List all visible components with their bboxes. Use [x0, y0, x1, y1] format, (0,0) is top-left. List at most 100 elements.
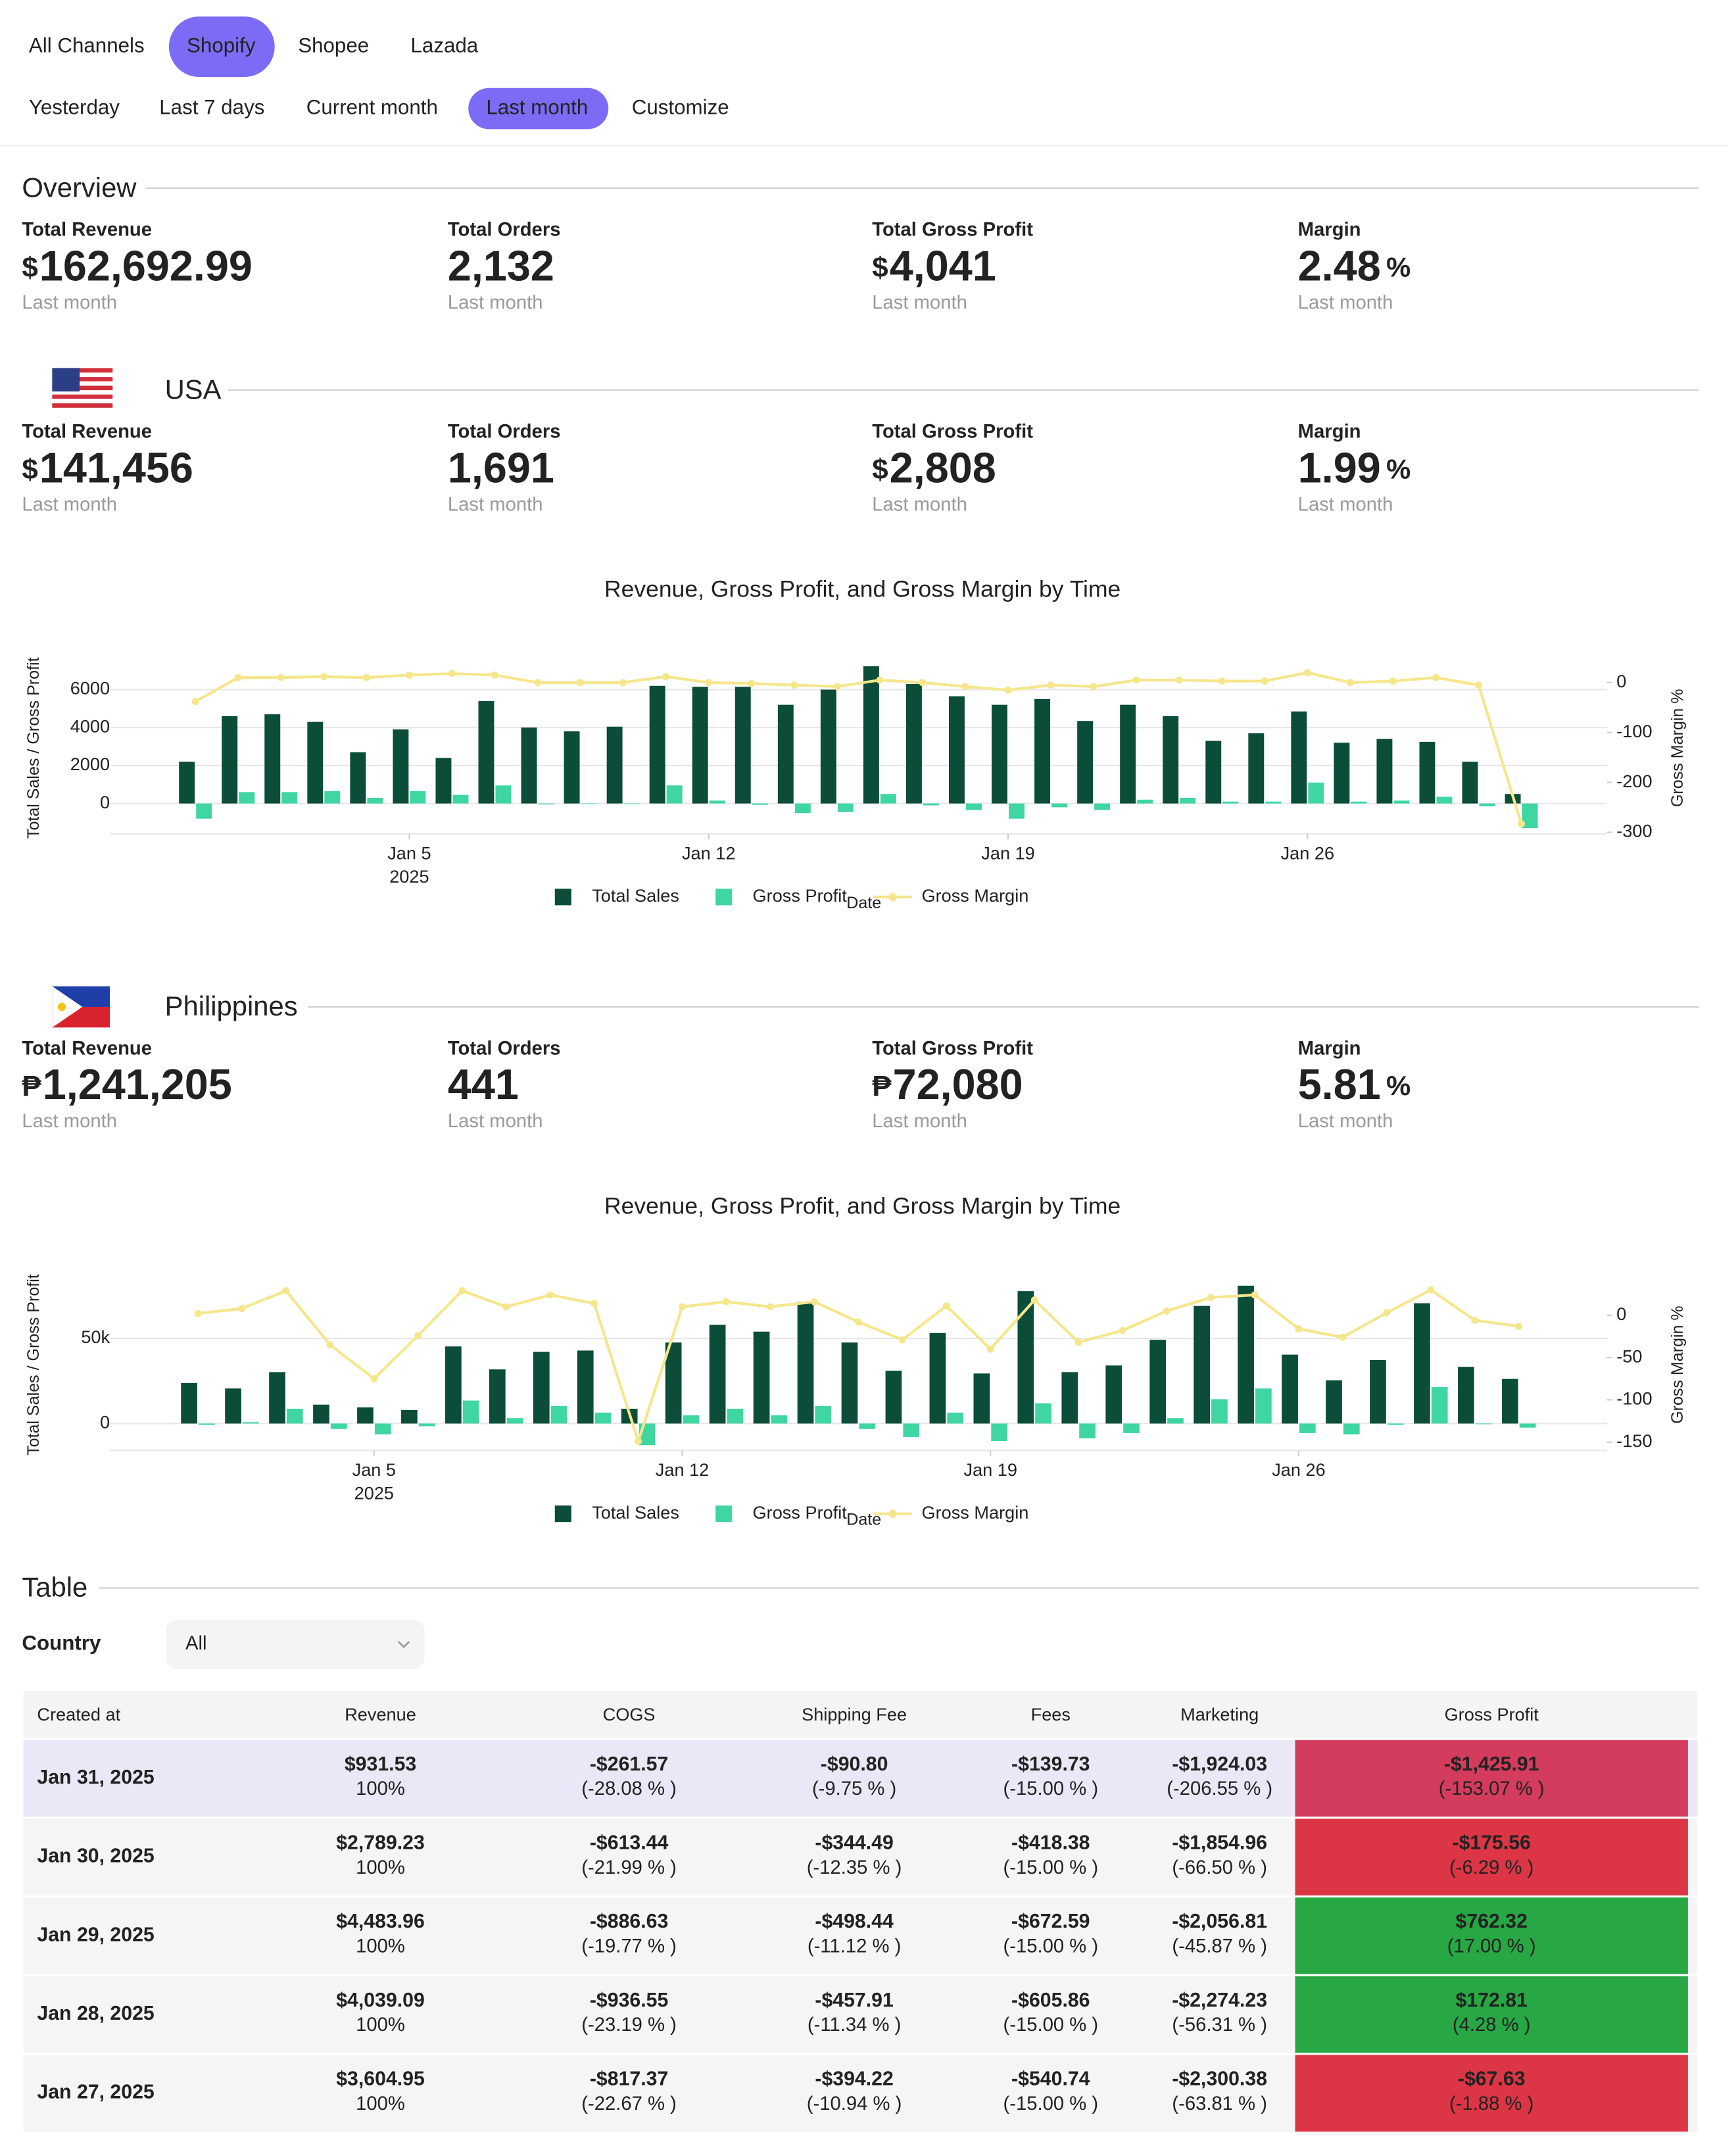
bar — [815, 1405, 832, 1424]
bar — [885, 1371, 902, 1424]
cell-percent: 100% — [356, 2014, 405, 2036]
column-header: Fees — [1031, 1704, 1071, 1724]
bar — [1017, 1291, 1034, 1424]
cell-value: -$344.49 — [815, 1832, 893, 1854]
bar — [837, 803, 854, 812]
cell-percent: (4.28 % ) — [1453, 2014, 1531, 2036]
line-point — [414, 1332, 422, 1340]
cell-value: -$2,274.23 — [1172, 1989, 1267, 2011]
stat-number: 4,041 — [890, 241, 996, 289]
cell-percent: (-21.99 % ) — [581, 1857, 677, 1878]
bar — [239, 792, 255, 804]
stat-label: Margin — [1298, 220, 1361, 241]
cell-value: -$90.80 — [821, 1753, 888, 1775]
cell-percent: (-15.00 % ) — [1003, 1778, 1098, 1799]
section-title: USA — [165, 374, 222, 404]
legend-label: Gross Profit — [753, 885, 848, 906]
stat-number: 1,691 — [448, 444, 554, 492]
line-point — [1132, 676, 1140, 684]
legend-swatch — [554, 889, 571, 906]
stat-label: Margin — [1298, 422, 1361, 443]
bar — [735, 687, 751, 804]
legend-label: Gross Margin — [921, 1502, 1028, 1523]
y2-tick-label: 0 — [1616, 1304, 1626, 1324]
cell-value: $4,039.09 — [336, 1989, 425, 2011]
bar — [179, 762, 195, 804]
flag-usa — [52, 368, 113, 412]
bar — [374, 1423, 391, 1435]
filter-label: Country — [22, 1631, 101, 1654]
period-tab[interactable]: Current month — [306, 95, 438, 118]
bar — [1034, 698, 1051, 804]
bar — [863, 666, 879, 804]
line-point — [1090, 683, 1097, 691]
y2-tick-label: -100 — [1616, 721, 1652, 741]
line-point — [194, 1309, 202, 1317]
bar — [966, 803, 982, 810]
cell-value: $172.81 — [1456, 1989, 1528, 2011]
bar — [1163, 716, 1179, 804]
line-point — [277, 673, 285, 681]
channel-tab[interactable]: Shopee — [298, 34, 369, 57]
x-axis-label: Date — [846, 894, 881, 912]
stat-period: Last month — [448, 292, 543, 313]
bar — [357, 1407, 374, 1424]
cell-value: -$67.63 — [1458, 2068, 1526, 2090]
section-title: Table — [22, 1572, 87, 1603]
line-point — [1163, 1307, 1170, 1315]
stat-number: 2.48 — [1298, 241, 1381, 289]
stat-label: Total Gross Profit — [872, 422, 1033, 443]
stat-value: 1.99% — [1298, 444, 1410, 492]
cell-percent: (-23.19 % ) — [581, 2014, 677, 2036]
bar — [777, 704, 794, 804]
cell-value: -$498.44 — [815, 1911, 894, 1932]
stat-value: 441 — [448, 1060, 519, 1108]
column-header: Shipping Fee — [802, 1704, 907, 1724]
column-header: COGS — [603, 1704, 656, 1724]
stat-number: 2,808 — [890, 444, 996, 492]
column-header: Created at — [37, 1704, 120, 1724]
cell-percent: 100% — [356, 1936, 405, 1957]
bar — [452, 794, 469, 804]
period-tab[interactable]: Yesterday — [29, 95, 120, 118]
bar — [330, 1423, 347, 1429]
cell-text: Jan 27, 2025 — [37, 2082, 154, 2103]
bar — [923, 803, 939, 806]
bar — [841, 1342, 858, 1424]
bar — [1351, 801, 1367, 804]
period-tab[interactable]: Last 7 days — [159, 95, 264, 118]
bar — [1522, 803, 1538, 829]
channel-tab[interactable]: Lazada — [410, 34, 478, 57]
bar — [1431, 1387, 1448, 1424]
period-tab[interactable]: Customize — [632, 95, 729, 118]
gross-profit-cell — [1295, 1818, 1688, 1895]
dropdown-chevron — [397, 1640, 410, 1649]
bar — [1308, 782, 1324, 804]
stat-number: 141,456 — [39, 444, 193, 492]
bar — [225, 1388, 241, 1424]
channel-tab[interactable]: Shopify — [187, 34, 256, 57]
bar — [1436, 796, 1453, 804]
stat-currency: $ — [22, 453, 37, 485]
line-point — [876, 676, 884, 684]
line-point — [1518, 820, 1526, 828]
legend-label: Total Sales — [592, 885, 679, 906]
dropdown-value: All — [185, 1633, 207, 1654]
line-point — [1261, 677, 1268, 685]
bar — [1458, 1367, 1474, 1424]
line — [197, 1288, 1520, 1446]
cell-percent: (-15.00 % ) — [1003, 2093, 1098, 2114]
bar — [1255, 1388, 1272, 1424]
country-dropdown[interactable] — [166, 1619, 425, 1669]
bar — [1393, 800, 1410, 804]
cell-value: -$1,425.91 — [1444, 1753, 1539, 1775]
bar — [820, 689, 836, 804]
line-point — [1346, 679, 1354, 687]
stat-number: 1.99 — [1298, 444, 1381, 492]
y-tick-label: 0 — [100, 792, 110, 812]
bar — [307, 721, 324, 804]
bar — [222, 716, 238, 804]
cell-value: -$605.86 — [1011, 1989, 1090, 2011]
period-tab[interactable]: Last month — [486, 95, 588, 118]
channel-tab[interactable]: All Channels — [29, 34, 145, 57]
